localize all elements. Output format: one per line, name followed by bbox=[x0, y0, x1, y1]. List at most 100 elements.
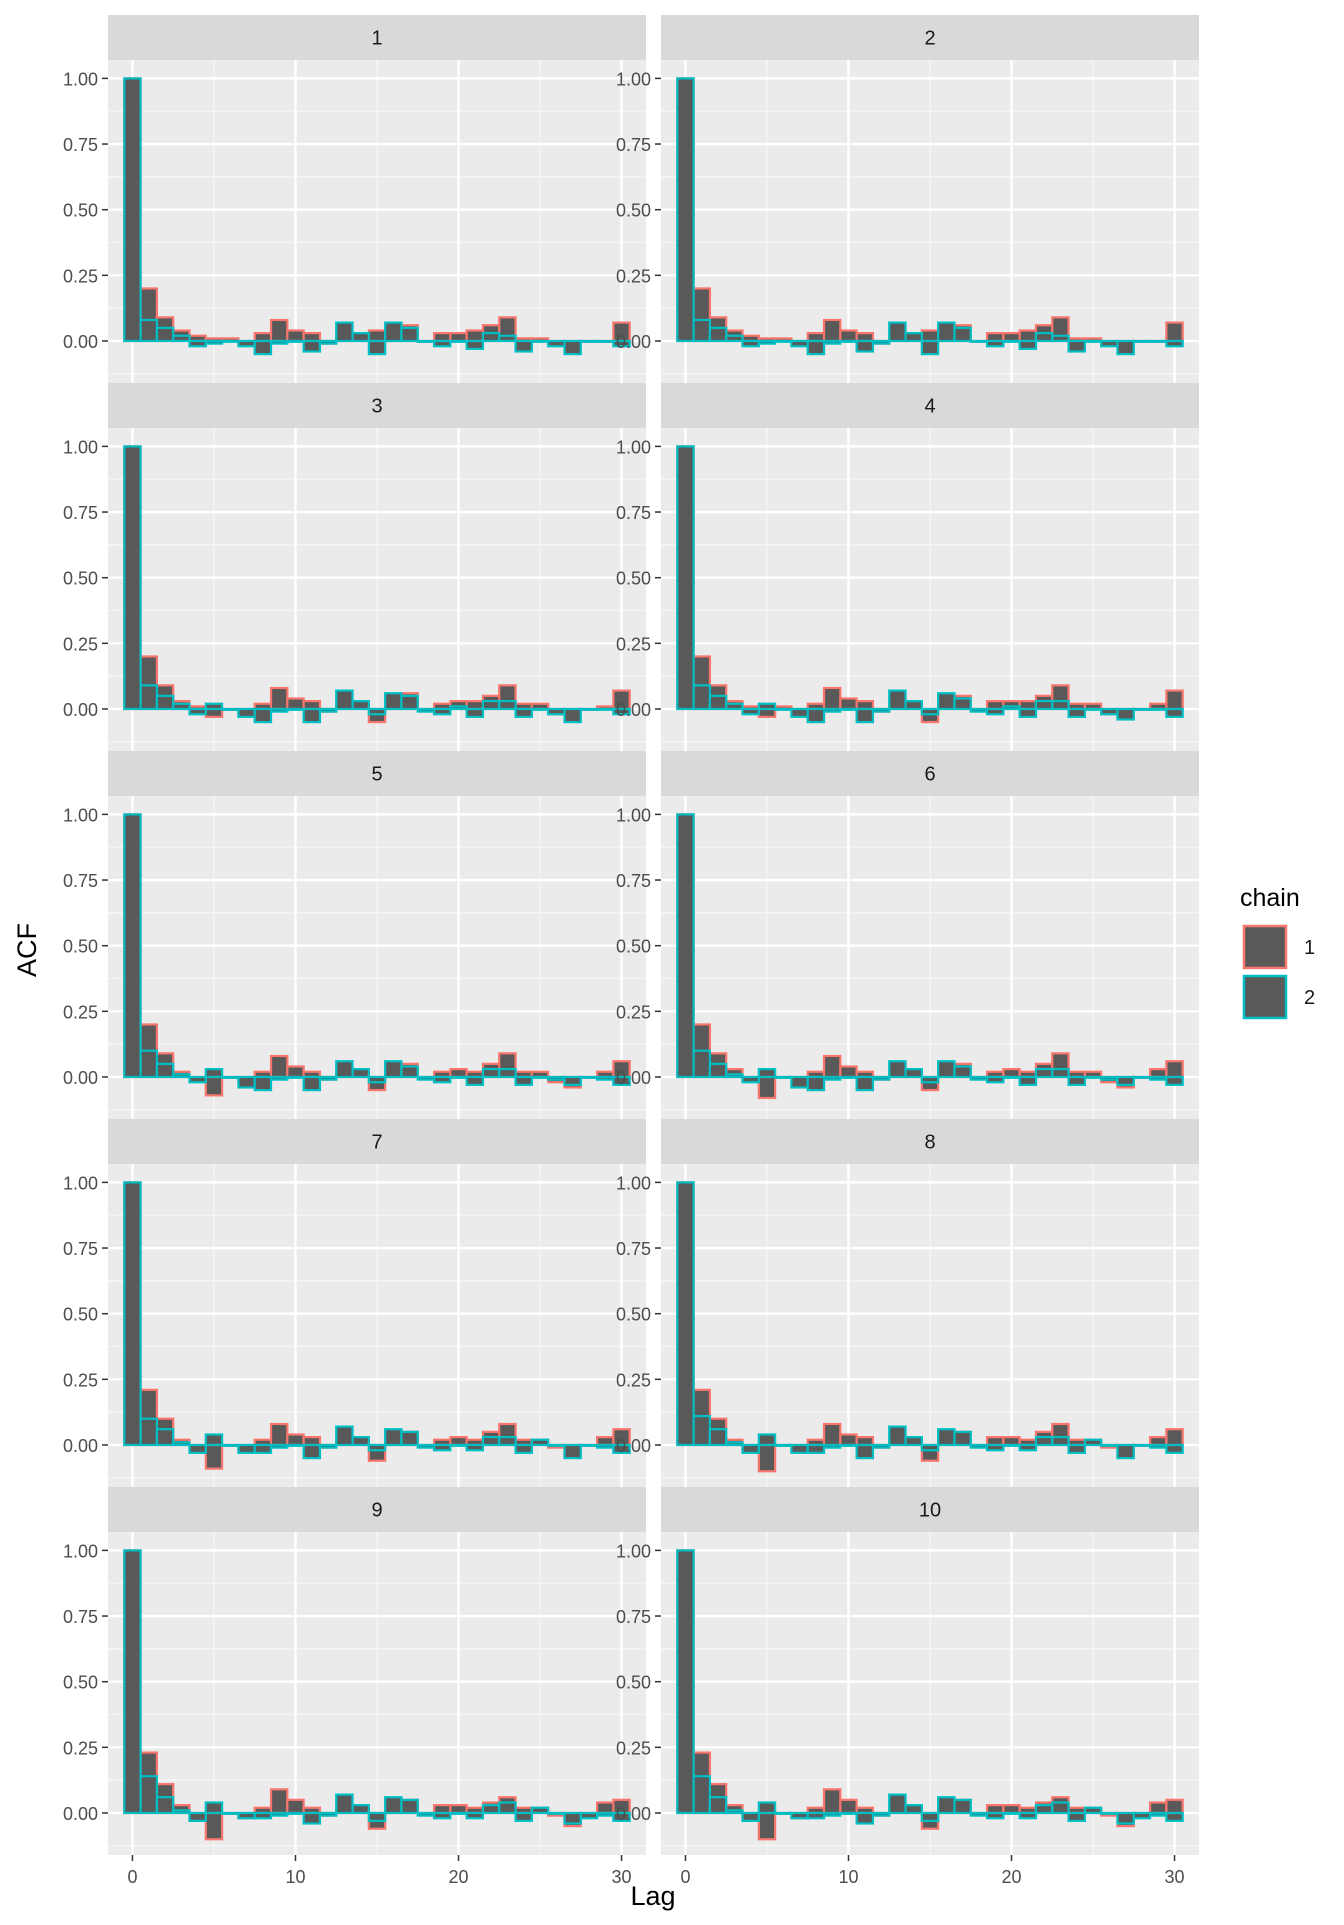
acf-bar bbox=[204, 339, 224, 345]
acf-bar bbox=[985, 332, 1005, 343]
acf-bar bbox=[449, 332, 468, 343]
acf-bar bbox=[855, 339, 875, 353]
y-tick-label: 0.75 bbox=[616, 1239, 651, 1259]
panel-10: 10 0.00 0.25 0.50 0.75 1.00 0 10 20 30 bbox=[616, 1487, 1199, 1887]
acf-bar bbox=[676, 813, 695, 1079]
acf-bar bbox=[839, 339, 858, 343]
acf-bar bbox=[302, 1436, 322, 1447]
acf-bar bbox=[253, 332, 273, 343]
acf-bar bbox=[269, 1422, 289, 1447]
y-tick-label: 1.00 bbox=[616, 805, 651, 825]
y-axis-title: ACF bbox=[12, 923, 42, 977]
acf-bar bbox=[871, 1443, 891, 1449]
acf-bar bbox=[937, 692, 956, 711]
acf-bar bbox=[237, 1811, 256, 1820]
acf-bar bbox=[335, 321, 354, 343]
acf-bar bbox=[741, 707, 760, 716]
facet-strip bbox=[108, 383, 646, 428]
acf-bar bbox=[1165, 321, 1184, 343]
acf-bar bbox=[204, 1801, 224, 1815]
panel-9: 9 0.00 0.25 0.50 0.75 1.00 0 10 20 30 bbox=[63, 1487, 646, 1887]
acf-bar bbox=[188, 339, 207, 348]
acf-bar bbox=[612, 1811, 631, 1822]
acf-bar bbox=[367, 707, 387, 716]
acf-bar bbox=[1002, 332, 1021, 343]
series-chain-2 bbox=[123, 445, 631, 724]
acf-bar bbox=[888, 321, 907, 343]
acf-bar bbox=[367, 1075, 387, 1084]
acf-bar bbox=[416, 339, 436, 343]
acf-bar bbox=[871, 1075, 891, 1081]
series-chain-2 bbox=[123, 1181, 631, 1460]
acf-bar bbox=[888, 689, 907, 711]
y-tick-label: 1.00 bbox=[616, 69, 651, 89]
acf-bar bbox=[937, 1060, 956, 1079]
acf-bar bbox=[839, 1075, 858, 1079]
acf-bar bbox=[221, 339, 240, 343]
acf-bar bbox=[612, 339, 631, 348]
y-tick-label: 0.25 bbox=[63, 266, 98, 286]
legend-key-1 bbox=[1242, 924, 1288, 970]
acf-bar bbox=[790, 1075, 809, 1089]
facet-label: 7 bbox=[371, 1132, 382, 1154]
acf-bar bbox=[1067, 339, 1086, 353]
acf-bar bbox=[286, 1433, 305, 1447]
acf-bar bbox=[822, 1443, 842, 1449]
acf-bar bbox=[449, 1068, 468, 1079]
acf-bar bbox=[221, 1443, 240, 1447]
acf-bar bbox=[204, 1443, 224, 1470]
acf-bar bbox=[1116, 1443, 1135, 1460]
acf-bar bbox=[579, 707, 599, 711]
acf-bar bbox=[367, 339, 387, 356]
acf-bar bbox=[253, 707, 273, 724]
acf-bar bbox=[953, 1798, 972, 1815]
acf-bar bbox=[1067, 1811, 1086, 1822]
acf-bar bbox=[563, 707, 582, 724]
acf-bar bbox=[449, 1075, 468, 1079]
acf-bar bbox=[1034, 332, 1054, 343]
acf-bar bbox=[172, 334, 191, 343]
acf-bar bbox=[286, 1065, 305, 1079]
y-tick-label: 0.75 bbox=[63, 871, 98, 891]
acf-bar bbox=[498, 700, 517, 711]
panel-3: 3 0.00 0.25 0.50 0.75 1.00 bbox=[63, 383, 646, 751]
y-tick-label: 0.50 bbox=[616, 1305, 651, 1325]
x-tick-label: 0 bbox=[127, 1867, 137, 1887]
acf-bar bbox=[1051, 334, 1070, 343]
panel-1: 1 0.00 0.25 0.50 0.75 1.00 bbox=[63, 15, 646, 383]
acf-bar bbox=[465, 707, 485, 718]
acf-bar bbox=[155, 1428, 175, 1447]
acf-bar bbox=[969, 1811, 989, 1817]
facet-label: 8 bbox=[924, 1132, 935, 1154]
acf-bar bbox=[1132, 1811, 1152, 1820]
acf-bar bbox=[953, 326, 972, 343]
acf-bar bbox=[1018, 329, 1038, 343]
acf-bar bbox=[595, 1075, 615, 1081]
acf-bar bbox=[920, 329, 940, 343]
acf-bar bbox=[221, 707, 240, 711]
acf-bar bbox=[498, 1801, 517, 1815]
acf-bar bbox=[204, 1811, 224, 1841]
acf-bar bbox=[286, 329, 305, 343]
acf-bar bbox=[400, 1430, 419, 1447]
panel-8: 8 0.00 0.25 0.50 0.75 1.00 bbox=[616, 1119, 1199, 1487]
acf-bar bbox=[969, 707, 989, 713]
acf-bar bbox=[904, 1804, 923, 1815]
acf-bar bbox=[888, 1793, 907, 1815]
y-tick-label: 0.25 bbox=[63, 1002, 98, 1022]
acf-bar bbox=[920, 339, 940, 356]
acf-bar bbox=[172, 1073, 191, 1079]
acf-bar bbox=[432, 1443, 452, 1452]
facet-strip bbox=[661, 383, 1199, 428]
acf-bar bbox=[904, 332, 923, 343]
y-tick-label: 0.25 bbox=[63, 1370, 98, 1390]
acf-bar bbox=[432, 1075, 452, 1084]
series-chain-2 bbox=[123, 77, 631, 356]
facet-label: 6 bbox=[924, 764, 935, 786]
acf-bar bbox=[937, 321, 956, 343]
acf-bar bbox=[725, 702, 744, 711]
acf-bar bbox=[172, 1441, 191, 1447]
acf-bar bbox=[253, 1075, 273, 1092]
acf-bar bbox=[1132, 339, 1152, 343]
acf-bar bbox=[139, 684, 159, 711]
